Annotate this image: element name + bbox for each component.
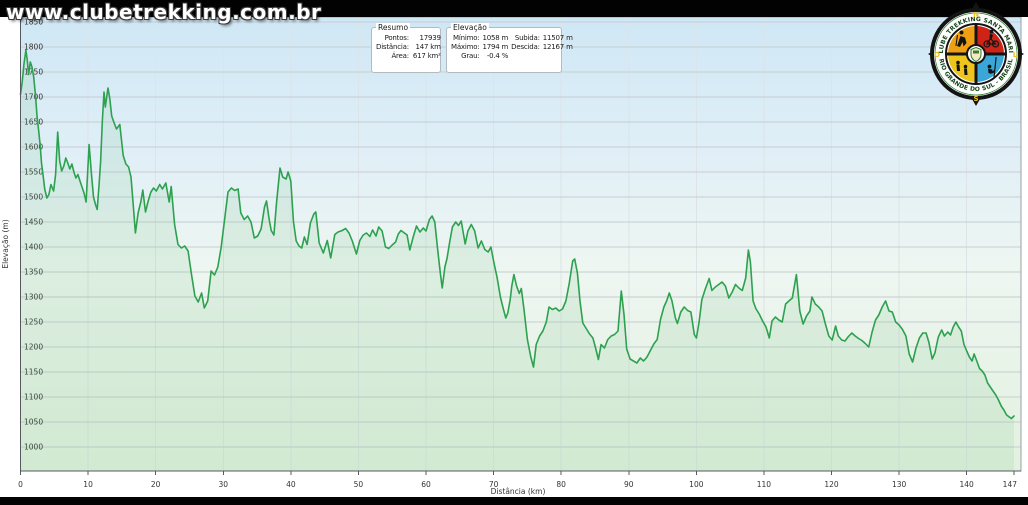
compass-letters: N S L O bbox=[934, 11, 1018, 103]
summary-value: 147 km bbox=[415, 43, 441, 51]
x-tick-label: 70 bbox=[489, 480, 499, 489]
x-tick-label: 110 bbox=[757, 480, 772, 489]
x-tick-label: 50 bbox=[354, 480, 364, 489]
elevation-label: Subida: bbox=[514, 34, 540, 42]
elevation-box: Elevação Mínimo: 1058 m Subida: 11507 m … bbox=[446, 23, 573, 73]
elevation-area bbox=[20, 50, 1014, 471]
x-tick-label: 90 bbox=[624, 480, 634, 489]
y-tick-label: 1300 bbox=[24, 293, 43, 302]
summary-box-title: Resumo bbox=[376, 23, 411, 32]
y-tick-label: 1850 bbox=[24, 18, 43, 27]
center-shield-icon bbox=[970, 46, 982, 63]
compass-letter-l: L bbox=[1013, 51, 1018, 59]
compass-letter-o: O bbox=[934, 51, 940, 59]
y-tick-label: 1600 bbox=[24, 143, 43, 152]
elevation-value: 1794 m bbox=[482, 43, 509, 51]
summary-value: 17939 bbox=[419, 34, 441, 42]
y-tick-label: 1450 bbox=[24, 218, 43, 227]
hiker-icon bbox=[955, 30, 967, 47]
top-black-bar bbox=[0, 0, 1028, 17]
summary-label: Área: bbox=[391, 52, 409, 60]
y-axis-title: Elevação (m) bbox=[1, 219, 10, 268]
x-tick-label: 80 bbox=[556, 480, 566, 489]
elevation-value: 11507 m bbox=[542, 34, 573, 42]
x-tick-label: 100 bbox=[689, 480, 704, 489]
y-tick-label: 1000 bbox=[24, 443, 43, 452]
y-tick-label: 1200 bbox=[24, 343, 43, 352]
elevation-label: Grau: bbox=[461, 52, 480, 60]
bottom-black-bar bbox=[0, 497, 1028, 505]
cyclist-icon bbox=[983, 29, 1000, 48]
x-tick-label: 147 bbox=[1003, 480, 1018, 489]
y-tick-label: 1350 bbox=[24, 268, 43, 277]
elevation-box-title: Elevação bbox=[451, 23, 489, 32]
x-tick-label: 60 bbox=[421, 480, 431, 489]
elevation-label: Descida: bbox=[511, 43, 540, 51]
logo-green-ring bbox=[934, 12, 1018, 96]
y-tick-label: 1100 bbox=[24, 393, 43, 402]
elevation-line bbox=[19, 49, 1015, 420]
elevation-value: 1058 m bbox=[482, 34, 509, 42]
compass-letter-n: N bbox=[973, 11, 979, 19]
x-tick-label: 0 bbox=[18, 480, 23, 489]
x-tick-label: 10 bbox=[83, 480, 93, 489]
x-tick-label: 30 bbox=[218, 480, 228, 489]
plot-background bbox=[20, 17, 1021, 471]
elevation-value: 12167 m bbox=[542, 43, 573, 51]
elevation-label: Mínimo: bbox=[453, 34, 480, 42]
x-tick-label: 120 bbox=[824, 480, 839, 489]
x-axis-title: Distância (km) bbox=[491, 487, 546, 496]
elevation-value: -0.4 % bbox=[486, 52, 509, 60]
elevation-label: Máximo: bbox=[451, 43, 480, 51]
summary-box: Resumo Pontos: 17939 Distância: 147 km Á… bbox=[371, 23, 441, 73]
y-tick-label: 1650 bbox=[24, 118, 43, 127]
y-tick-label: 1500 bbox=[24, 193, 43, 202]
y-tick-label: 1050 bbox=[24, 418, 43, 427]
summary-label: Distância: bbox=[376, 43, 409, 51]
y-tick-label: 1150 bbox=[24, 368, 43, 377]
x-tick-label: 40 bbox=[286, 480, 296, 489]
y-tick-label: 1400 bbox=[24, 243, 43, 252]
y-tick-label: 1700 bbox=[24, 93, 43, 102]
y-tick-label: 1250 bbox=[24, 318, 43, 327]
elevation-label bbox=[511, 52, 540, 60]
activity-silhouettes bbox=[955, 29, 1000, 79]
climbers-icon bbox=[956, 60, 968, 75]
x-tick-label: 130 bbox=[892, 480, 907, 489]
x-tick-label: 140 bbox=[960, 480, 975, 489]
compass-letter-s: S bbox=[973, 95, 978, 103]
watermark-url: www.clubetrekking.com.br bbox=[6, 0, 322, 24]
elevation-value bbox=[543, 52, 573, 60]
y-tick-label: 1550 bbox=[24, 168, 43, 177]
shield-detail bbox=[973, 50, 979, 54]
x-tick-label: 20 bbox=[151, 480, 161, 489]
rappel-icon bbox=[987, 57, 997, 79]
y-tick-label: 1800 bbox=[24, 43, 43, 52]
club-trekking-logo: CLUBE TREKKING SANTA MARIA RIO GRANDE DO… bbox=[927, 1, 1024, 106]
summary-value: 617 km² bbox=[412, 52, 441, 60]
summary-label: Pontos: bbox=[384, 34, 410, 42]
